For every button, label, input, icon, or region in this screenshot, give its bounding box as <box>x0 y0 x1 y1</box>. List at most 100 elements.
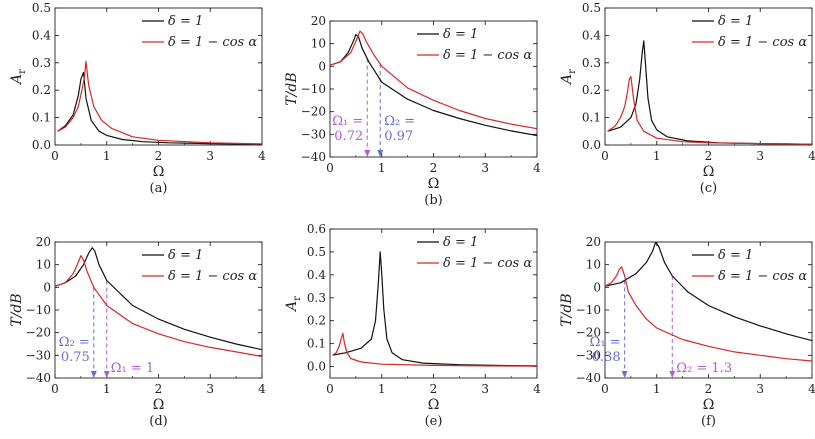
y-tick-label: −40 <box>26 371 51 385</box>
panel-caption: (c) <box>700 181 717 196</box>
y-tick-label: 10 <box>586 258 601 272</box>
y-tick-label: 0.5 <box>307 245 326 259</box>
x-tick-label: 1 <box>653 382 661 396</box>
series-line-black <box>607 40 812 145</box>
x-tick-label: 4 <box>808 382 815 396</box>
legend-label: δ = 1 − cos α <box>443 48 532 63</box>
legend: δ = 1 δ = 1 − cos α <box>692 248 807 284</box>
annotation-arrow <box>377 150 384 157</box>
legend: δ = 1 δ = 1 − cos α <box>692 14 807 50</box>
y-axis-label: Ar <box>559 69 578 86</box>
x-tick-label: 0 <box>51 149 59 163</box>
series-line-black <box>330 33 537 137</box>
x-axis-label: Ω <box>703 397 715 413</box>
legend-label: δ = 1 − cos α <box>168 35 257 50</box>
series-line-black <box>57 71 262 145</box>
x-tick-label: 1 <box>378 161 386 175</box>
x-tick-label: 3 <box>481 161 489 175</box>
x-tick-label: 2 <box>705 149 713 163</box>
x-tick-label: 3 <box>481 382 489 396</box>
y-tick-label: −30 <box>576 348 601 362</box>
y-tick-label: 0.4 <box>32 28 51 42</box>
panel-caption: (f) <box>701 414 716 429</box>
panel-caption: (d) <box>149 414 167 429</box>
annotation-arrow <box>90 371 97 378</box>
annotation-arrow <box>669 371 676 378</box>
x-tick-label: 3 <box>206 149 214 163</box>
x-axis-label: Ω <box>153 164 165 180</box>
y-axis-label: T/dB <box>284 72 300 105</box>
x-tick-label: 0 <box>326 161 334 175</box>
x-tick-label: 0 <box>51 382 59 396</box>
y-tick-label: 0.3 <box>307 291 326 305</box>
annotations: Ω₁ =0.72 Ω₂ =0.97 <box>332 58 415 157</box>
series-line-red <box>332 332 537 367</box>
y-axis-label: Ar <box>9 69 28 86</box>
annotation-label: Ω₁ = <box>590 335 621 350</box>
y-tick-label: 0.1 <box>32 111 51 125</box>
y-tick-label: 0 <box>43 280 51 294</box>
x-tick-label: 3 <box>206 382 214 396</box>
x-tick-label: 2 <box>705 382 713 396</box>
annotation-arrow <box>621 371 628 378</box>
series-group <box>55 247 262 358</box>
x-tick-label: 4 <box>533 161 541 175</box>
y-tick-label: 20 <box>586 235 601 249</box>
y-tick-label: 0.4 <box>582 28 601 42</box>
chart-c: 0 1 2 3 4 0.0 0.1 0.2 0.3 0.4 0.5 Ω Ar (c) δ = 1 δ = 1 … <box>559 1 815 196</box>
plot-frame <box>604 7 813 146</box>
y-tick-label: −10 <box>301 82 326 96</box>
legend-label: δ = 1 <box>443 235 478 250</box>
annotations: Ω₂ =0.75 Ω₁ = 1 <box>59 280 154 378</box>
y-tick-label: 10 <box>36 258 51 272</box>
x-tick-label: 1 <box>378 382 386 396</box>
series-line-red <box>607 75 812 145</box>
y-tick-label: 0.5 <box>32 1 51 15</box>
annotation-label: Ω₂ = 1.3 <box>676 361 732 376</box>
panel-caption: (e) <box>425 414 443 429</box>
y-tick-label: −40 <box>301 150 326 164</box>
y-tick-label: 0.2 <box>32 83 51 97</box>
y-tick-label: −20 <box>301 105 326 119</box>
y-axis-label: Ar <box>284 296 303 313</box>
y-axis-label: T/dB <box>9 293 25 326</box>
x-axis-label: Ω <box>428 176 440 192</box>
y-tick-label: 0.0 <box>582 138 601 152</box>
y-tick-label: 0.5 <box>582 1 601 15</box>
x-tick-label: 0 <box>601 382 609 396</box>
y-tick-label: 0.6 <box>307 222 326 236</box>
annotation-arrow <box>103 371 110 378</box>
x-tick-label: 4 <box>258 382 266 396</box>
x-tick-label: 3 <box>756 149 764 163</box>
x-tick-label: 2 <box>430 382 438 396</box>
y-tick-label: 0.1 <box>582 111 601 125</box>
chart-a: 0 1 2 3 4 0.0 0.1 0.2 0.3 0.4 0.5 Ω Ar (a) δ = 1 δ = 1 … <box>9 1 266 196</box>
y-tick-label: 0 <box>318 59 326 73</box>
legend-label: δ = 1 <box>168 248 203 263</box>
x-axis-label: Ω <box>153 397 165 413</box>
y-tick-label: −20 <box>26 326 51 340</box>
x-axis-label: Ω <box>703 164 715 180</box>
series-line-black <box>332 251 537 367</box>
x-tick-label: 0 <box>326 382 334 396</box>
series-line-black <box>55 247 262 351</box>
y-tick-label: 0.1 <box>307 337 326 351</box>
legend-label: δ = 1 <box>718 248 753 263</box>
chart-b: 0 1 2 3 4 −40 −30 −20 −10 0 10 20 Ω T/dB (b) Ω₁ =0.72 Ω₂… <box>284 14 541 208</box>
y-tick-label: 0.3 <box>32 56 51 70</box>
series-group <box>330 30 537 137</box>
annotations: Ω₁ =0.38 Ω₂ = 1.3 <box>590 276 732 378</box>
y-tick-label: 20 <box>36 235 51 249</box>
legend-label: δ = 1 <box>443 27 478 42</box>
legend-label: δ = 1 − cos α <box>718 35 807 50</box>
panel-caption: (a) <box>150 181 168 196</box>
x-tick-label: 1 <box>653 149 661 163</box>
legend-label: δ = 1 − cos α <box>168 269 257 284</box>
legend-label: δ = 1 <box>718 14 753 29</box>
x-tick-label: 0 <box>601 149 609 163</box>
series-line-red <box>330 30 537 130</box>
annotation-label: 0.97 <box>384 129 413 144</box>
series-group <box>332 251 537 367</box>
x-tick-label: 4 <box>258 149 266 163</box>
